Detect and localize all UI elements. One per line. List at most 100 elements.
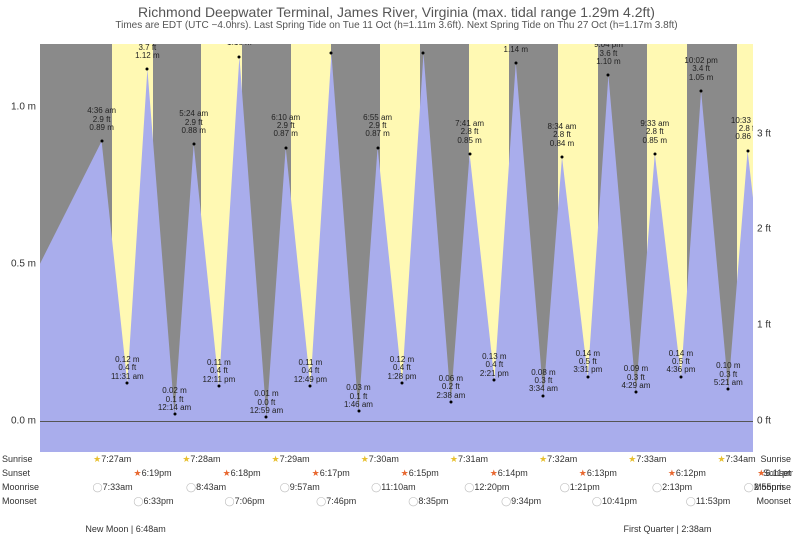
date-label: Tue01–Nov <box>744 44 753 47</box>
tide-label: 7:41 am2.8 ft0.85 m <box>455 120 484 145</box>
icon-moon-icon: ◯ <box>464 482 474 492</box>
icon-moon-icon: ◯ <box>560 482 570 492</box>
sun-entry: ◯6:33pm <box>133 496 173 507</box>
tide-point <box>586 375 589 378</box>
icon-moon-icon: ◯ <box>501 496 511 506</box>
icon-star-icon: ★ <box>628 454 636 464</box>
sun-entry: ★6:19pm <box>134 468 172 479</box>
sun-moon-rows: Sunrise Sunrise ★7:27am★7:28am★7:29am★7:… <box>40 454 753 510</box>
tide-point <box>265 416 268 419</box>
tide-point <box>727 388 730 391</box>
chart-subtitle: Times are EDT (UTC −4.0hrs). Last Spring… <box>0 20 793 33</box>
icon-star-icon: ★ <box>182 454 190 464</box>
sun-entry: ★6:11pm <box>757 468 793 479</box>
icon-star-icon: ★ <box>93 454 101 464</box>
icon-moon-icon: ◯ <box>93 482 103 492</box>
icon-star-icon: ★ <box>450 454 458 464</box>
zero-line <box>40 421 753 422</box>
sun-entry: ★7:28am <box>182 454 220 465</box>
tide-point <box>746 149 749 152</box>
sun-entry: ◯7:06pm <box>225 496 265 507</box>
sun-entry: ◯2:13pm <box>652 482 692 493</box>
tide-point <box>561 155 564 158</box>
icon-moon-icon: ◯ <box>744 482 754 492</box>
moonset-label: Moonset <box>2 496 37 506</box>
tide-label: 6:10 am2.9 ft0.87 m <box>271 114 300 139</box>
tide-label: 6:29 pm3.8 ft1.17 m <box>317 44 346 45</box>
moon-phase: First Quarter | 2:38am <box>624 524 712 534</box>
tide-label: 4:55 pm3.7 ft1.12 m <box>133 44 162 60</box>
moon-phase: New Moon | 6:48am <box>85 524 165 534</box>
icon-sun-icon: ★ <box>401 468 409 478</box>
sun-entry: ★7:30am <box>361 454 399 465</box>
tide-label: 0.14 m0.5 ft4:36 pm <box>667 350 696 375</box>
tide-label: 0.08 m0.3 ft3:34 am <box>529 368 558 393</box>
y-tick-right: 1 ft <box>757 319 771 330</box>
sun-entry: ★6:17pm <box>312 468 350 479</box>
tide-label: 9:04 pm3.6 ft1.10 m <box>594 44 623 67</box>
tide-chart: Richmond Deepwater Terminal, James River… <box>0 0 793 539</box>
tide-point <box>449 400 452 403</box>
tide-point <box>679 375 682 378</box>
sun-entry: ◯8:35pm <box>408 496 448 507</box>
sun-entry: ★6:13pm <box>579 468 617 479</box>
sun-entry: ★6:12pm <box>668 468 706 479</box>
icon-moon-icon: ◯ <box>592 496 602 506</box>
sun-entry: ★6:14pm <box>490 468 528 479</box>
icon-moon-icon: ◯ <box>316 496 326 506</box>
tide-label: 0.12 m0.4 ft11:31 am <box>111 356 144 381</box>
tide-point <box>542 394 545 397</box>
tide-point <box>192 143 195 146</box>
icon-sun-icon: ★ <box>312 468 320 478</box>
tide-label: 0.02 m0.1 ft12:14 am <box>158 387 191 412</box>
tide-label: 0.09 m0.3 ft4:29 am <box>621 365 650 390</box>
icon-moon-icon: ◯ <box>280 482 290 492</box>
tide-point <box>607 74 610 77</box>
sun-entry: ★7:32am <box>539 454 577 465</box>
y-axis-right: 0 ft1 ft2 ft3 ft <box>753 44 793 452</box>
icon-star-icon: ★ <box>539 454 547 464</box>
sun-entry: ◯8:43am <box>186 482 226 493</box>
tide-label: 0.12 m0.4 ft1:28 pm <box>388 356 417 381</box>
tide-label: 9:33 am2.8 ft0.85 m <box>640 120 669 145</box>
sun-entry: ★7:33am <box>628 454 666 465</box>
moonrise-label: Moonrise <box>2 482 39 492</box>
tide-point <box>400 381 403 384</box>
tide-point <box>493 378 496 381</box>
tide-label: 5:42 pm3.8 ft1.16 m <box>225 44 254 48</box>
sunrise-label: Sunrise <box>2 454 33 464</box>
icon-star-icon: ★ <box>717 454 725 464</box>
sun-entry: ◯11:10am <box>371 482 415 493</box>
sun-entry: ★6:15pm <box>401 468 439 479</box>
tide-label: 7:16 pm3.8 ft1.17 m <box>409 44 438 45</box>
y-tick-left: 0.0 m <box>11 415 36 426</box>
icon-moon-icon: ◯ <box>652 482 662 492</box>
plot-area: Mon24–OctTue25–OctWed26–OctThu27–OctFri2… <box>40 44 753 452</box>
icon-moon-icon: ◯ <box>225 496 235 506</box>
tide-label: 0.11 m0.4 ft12:11 pm <box>203 359 236 384</box>
tide-point <box>309 385 312 388</box>
icon-sun-icon: ★ <box>579 468 587 478</box>
chart-title: Richmond Deepwater Terminal, James River… <box>0 0 793 20</box>
sun-entry: ◯12:20pm <box>464 482 509 493</box>
tide-label: 0.03 m0.1 ft1:46 am <box>344 384 373 409</box>
sunrise-label-r: Sunrise <box>760 454 791 464</box>
sunrise-row: Sunrise Sunrise ★7:27am★7:28am★7:29am★7:… <box>40 454 753 468</box>
y-tick-right: 3 ft <box>757 128 771 139</box>
icon-moon-icon: ◯ <box>408 496 418 506</box>
moonrise-row: Moonrise Moonrise ◯7:33am◯8:43am◯9:57am◯… <box>40 482 753 496</box>
y-axis-left: 0.0 m0.5 m1.0 m <box>0 44 40 452</box>
sun-entry: ★7:31am <box>450 454 488 465</box>
icon-moon-icon: ◯ <box>686 496 696 506</box>
icon-moon-icon: ◯ <box>371 482 381 492</box>
tide-label: 0.01 m0.0 ft12:59 am <box>250 390 283 415</box>
icon-sun-icon: ★ <box>757 468 765 478</box>
tide-point <box>653 152 656 155</box>
sun-entry: ◯7:33am <box>93 482 133 493</box>
tide-label: 10:33 am2.8 ft0.86 m <box>731 117 753 142</box>
tide-point <box>634 391 637 394</box>
sun-entry: ◯1:21pm <box>560 482 600 493</box>
tide-point <box>700 90 703 93</box>
icon-moon-icon: ◯ <box>133 496 143 506</box>
tide-label: 5:24 am2.9 ft0.88 m <box>179 110 208 135</box>
